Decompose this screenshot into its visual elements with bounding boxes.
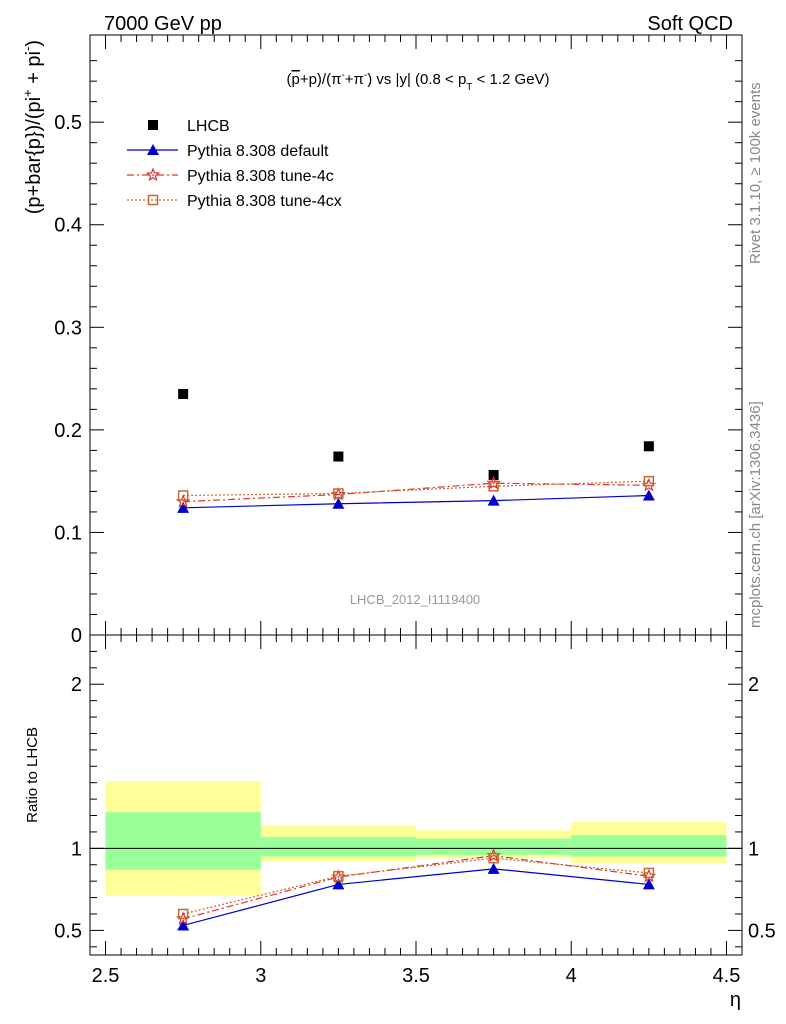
ratio-y-tick-label: 0.5: [54, 920, 82, 942]
legend-marker-1: [147, 144, 159, 155]
data-point-0-3: [643, 441, 654, 452]
data-marks: [175, 388, 657, 931]
ratio-point-0-2: [487, 862, 500, 874]
ratio-y-axis-label: Ratio to LHCB: [24, 727, 41, 823]
header-left: 7000 GeV pp: [104, 13, 222, 35]
y-tick-label: 0.3: [54, 317, 82, 339]
ratio-y-tick-label-right: 1: [748, 838, 759, 860]
data-point-1-3: [642, 489, 655, 501]
ratio-band-green: [416, 838, 572, 855]
data-point-3-1: [333, 488, 344, 499]
x-tick-label: 2.5: [92, 965, 120, 987]
ratio-y-tick-label-right: 2: [748, 674, 759, 696]
y-axis-label: (p+bar{p})/(pi+ + pi-): [20, 40, 45, 214]
ratio-band-green: [260, 836, 416, 857]
ratio-y-tick-label-right: 0.5: [748, 920, 776, 942]
ratio-point-0-0: [177, 919, 190, 931]
legend-marker-3: [147, 194, 159, 206]
legend-label-0: LHCB: [187, 118, 230, 135]
ratio-point-2-1: [333, 870, 344, 882]
ratio-line-1: [182, 855, 649, 920]
data-point-1-2: [487, 494, 500, 506]
data-point-3-0: [177, 490, 189, 501]
data-point-0-1: [333, 451, 344, 462]
legend-label-2: Pythia 8.308 tune-4c: [187, 168, 334, 185]
data-point-3-2: [488, 481, 499, 492]
y-tick-label: 0.2: [54, 420, 82, 442]
mcplots-text: mcplots.cern.ch [arXiv:1306.3436]: [747, 401, 764, 628]
data-point-0-2: [488, 470, 499, 480]
ratio-band-green: [571, 835, 727, 857]
y-tick-label: 0: [71, 625, 82, 647]
ratio-point-2-2: [488, 852, 499, 864]
rivet-version-text: Rivet 3.1.10, ≥ 100k events: [747, 82, 764, 264]
ratio-point-0-3: [642, 878, 655, 890]
y-tick-label: 0.4: [54, 215, 82, 237]
data-point-3-3: [643, 475, 655, 487]
ratio-band-green: [105, 812, 261, 870]
y-tick-label: 0.5: [54, 112, 82, 134]
ratio-point-0-1: [332, 878, 345, 890]
legend-label-1: Pythia 8.308 default: [187, 143, 329, 160]
axis-ticks: [90, 35, 742, 955]
x-axis-label: η: [730, 989, 741, 1011]
header-right: Soft QCD: [647, 13, 733, 35]
x-tick-label: 3: [255, 965, 266, 987]
series-lines: [182, 480, 649, 927]
y-tick-label: 0.1: [54, 522, 82, 544]
series-line-1: [183, 494, 649, 509]
ratio-point-2-3: [643, 867, 655, 879]
x-tick-label: 4: [566, 965, 577, 987]
tick-labels: 2.5 3 3.5 4 4.5 0 0.1 0.2 0.3 0.4 0.5 0.5 1 2 0.5 1 2: [54, 112, 776, 987]
ratio-y-tick-label: 1: [71, 838, 82, 860]
x-tick-label: 3.5: [402, 965, 430, 987]
x-tick-label: 4.5: [713, 965, 741, 987]
ratio-y-tick-label: 2: [71, 674, 82, 696]
legend: LHCB Pythia 8.308 default Pythia 8.308 tun…: [127, 118, 342, 210]
legend-marker-0: [148, 120, 158, 130]
data-point-0-0: [178, 388, 189, 399]
legend-label-3: Pythia 8.308 tune-4cx: [187, 193, 342, 210]
legend-marker-2: [145, 167, 161, 182]
ratio-line-0: [182, 868, 649, 927]
data-point-1-0: [177, 501, 190, 513]
plot-title: (p+p)/(π-+π-) vs |y| (0.8 < pT < 1.2 GeV…: [286, 70, 549, 93]
ratio-bands: [90, 781, 742, 896]
analysis-watermark: LHCB_2012_I1119400: [350, 592, 480, 607]
series-line-3: [183, 480, 649, 497]
series-line-2: [183, 482, 649, 503]
data-point-1-1: [332, 497, 345, 509]
ratio-point-2-0: [177, 908, 189, 920]
ratio-line-2: [183, 857, 649, 915]
